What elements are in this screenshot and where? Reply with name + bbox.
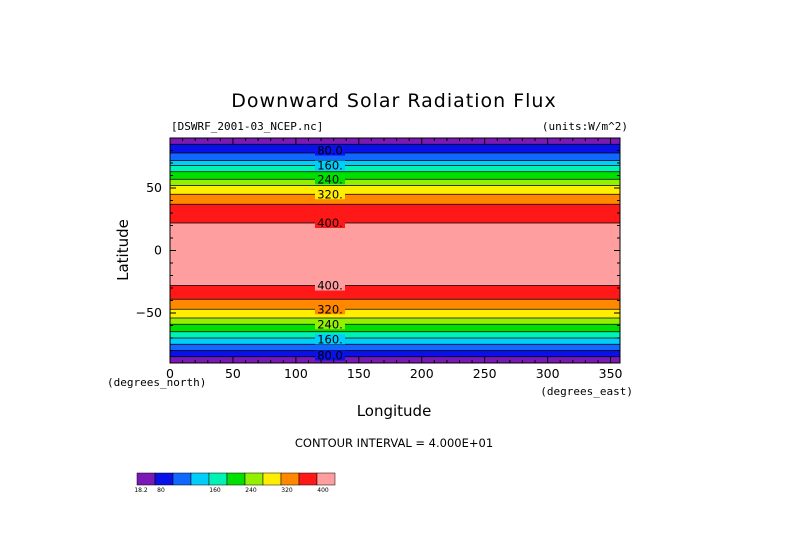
contour-band-18 bbox=[170, 344, 620, 351]
contour-label-7: 240. bbox=[317, 317, 343, 331]
contour-band-3 bbox=[170, 160, 620, 166]
units-label: (units:W/m^2) bbox=[542, 120, 628, 133]
colorbar-box-4 bbox=[208, 472, 228, 486]
contour-lines bbox=[170, 143, 620, 358]
contour-band-10 bbox=[170, 223, 620, 286]
colorbar-box-7 bbox=[262, 472, 282, 486]
contour-label-2: 240. bbox=[317, 172, 343, 186]
axes: 0 50 100 150 200 250 300 350 −50 0 50 bbox=[136, 137, 623, 381]
contour-label-bg-5 bbox=[315, 280, 345, 291]
contour-band-20 bbox=[170, 356, 620, 363]
contour-band-8 bbox=[170, 194, 620, 205]
y-unit-label: (degrees_north) bbox=[107, 376, 206, 389]
colorbar-box-6 bbox=[244, 472, 264, 486]
y-tick-label-1: 0 bbox=[154, 243, 162, 258]
contour-band-4 bbox=[170, 165, 620, 172]
contour-label-5: 400. bbox=[317, 279, 343, 293]
x-tick-label-0: 0 bbox=[166, 366, 174, 381]
x-tick-label-1: 50 bbox=[225, 366, 241, 381]
contour-label-bg-9 bbox=[315, 350, 345, 361]
x-tick-label-5: 250 bbox=[473, 366, 497, 381]
x-tick-label-4: 200 bbox=[410, 366, 434, 381]
contour-label-0: 80.0 bbox=[317, 144, 343, 158]
contour-label-bg-1 bbox=[315, 160, 345, 171]
colorbar-box-3 bbox=[190, 472, 210, 486]
contour-label-9: 80.0 bbox=[317, 349, 343, 363]
x-tick-label-7: 350 bbox=[599, 366, 623, 381]
contour-label-bg-2 bbox=[315, 174, 345, 185]
contour-label-bg-6 bbox=[315, 304, 345, 315]
x-axis-label: Longitude bbox=[357, 402, 432, 420]
contour-band-12 bbox=[170, 299, 620, 310]
contour-label-bg-3 bbox=[315, 189, 345, 200]
colorbar-box-0 bbox=[136, 472, 156, 486]
contour-label-bg-0 bbox=[315, 145, 345, 156]
contour-band-5 bbox=[170, 171, 620, 180]
contour-band-1 bbox=[170, 144, 620, 153]
contour-label-bg-8 bbox=[315, 334, 345, 345]
contour-label-3: 320. bbox=[317, 187, 343, 201]
colorbar-label-4: 320 bbox=[281, 487, 293, 494]
x-tick-label-3: 150 bbox=[347, 366, 371, 381]
colorbar-label-2: 160 bbox=[209, 487, 221, 494]
contour-label-1: 160. bbox=[317, 159, 343, 173]
x-tick-label-2: 100 bbox=[284, 366, 308, 381]
chart-title: Downward Solar Radiation Flux bbox=[231, 90, 556, 112]
colorbar-box-8 bbox=[280, 472, 300, 486]
contour-band-13 bbox=[170, 309, 620, 318]
contour-label-4: 400. bbox=[317, 216, 343, 230]
colorbar-box-1 bbox=[154, 472, 174, 486]
contour-label-bg-4 bbox=[315, 218, 345, 228]
colorbar-box-2 bbox=[172, 472, 192, 486]
dataset-label: [DSWRF_2001-03_NCEP.nc] bbox=[171, 120, 323, 133]
colorbar-label-0: 18.2 bbox=[134, 487, 148, 494]
colorbar-label-3: 240 bbox=[245, 487, 257, 494]
colorbar-box-5 bbox=[226, 472, 246, 486]
contour-band-16 bbox=[170, 331, 620, 338]
colorbar-box-10 bbox=[316, 472, 336, 486]
contour-band-7 bbox=[170, 185, 620, 195]
contour-label-8: 160. bbox=[317, 332, 343, 346]
colorbar-box-9 bbox=[298, 472, 318, 486]
y-axis-label: Latitude bbox=[114, 219, 132, 281]
contour-label-bg-7 bbox=[315, 319, 345, 330]
y-tick-label-0: −50 bbox=[136, 305, 162, 320]
y-tick-label-2: 50 bbox=[146, 180, 162, 195]
colorbar-label-1: 80 bbox=[157, 487, 165, 494]
contour-band-11 bbox=[170, 285, 620, 300]
contour-label-6: 320. bbox=[317, 302, 343, 316]
contour-band-2 bbox=[170, 153, 620, 161]
contour-band-14 bbox=[170, 318, 620, 325]
colorbar: 18.2 80 160 240 320 400 bbox=[134, 472, 336, 494]
contour-band-6 bbox=[170, 179, 620, 186]
x-tick-label-6: 300 bbox=[536, 366, 560, 381]
contour-band-17 bbox=[170, 338, 620, 345]
contour-band-9 bbox=[170, 204, 620, 223]
contour-band-0 bbox=[170, 138, 620, 145]
contour-bands bbox=[170, 138, 620, 363]
contour-band-19 bbox=[170, 350, 620, 357]
colorbar-label-5: 400 bbox=[317, 487, 329, 494]
x-unit-label: (degrees_east) bbox=[540, 385, 633, 398]
contour-band-15 bbox=[170, 324, 620, 332]
contour-interval-text: CONTOUR INTERVAL = 4.000E+01 bbox=[295, 436, 493, 450]
